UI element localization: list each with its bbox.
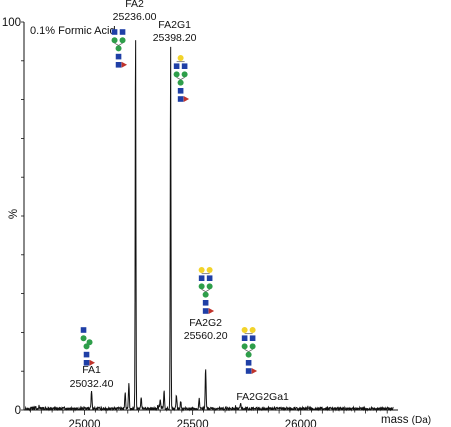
glycan-bond	[201, 289, 206, 292]
galactose-circle	[206, 267, 213, 273]
peak-label-name: FA2G2Ga1	[236, 391, 289, 403]
galactose-circle	[177, 55, 184, 61]
y-tick-label: 100	[2, 17, 21, 29]
mannose-circle	[241, 343, 248, 350]
mannose-circle	[173, 71, 180, 78]
mannose-circle	[119, 37, 126, 44]
glcnac-square	[241, 335, 248, 341]
glcnac-square	[111, 29, 118, 35]
glcnac-square	[181, 63, 188, 69]
galactose-circle	[249, 327, 256, 333]
glcnac-square	[119, 29, 126, 35]
x-tick-label: 25000	[69, 419, 101, 427]
x-axis-unit: (Da)	[412, 415, 431, 426]
mannose-circle	[206, 283, 213, 290]
y-tick-label: 0	[15, 405, 21, 417]
mannose-circle	[111, 37, 118, 44]
glycan-fa2g1	[173, 55, 190, 102]
glcnac-square	[245, 368, 252, 374]
glcnac-square	[249, 335, 256, 341]
galactose-circle	[198, 267, 205, 273]
fucose-triangle	[183, 96, 190, 102]
peak-label-name: FA2	[125, 0, 144, 10]
mannose-circle	[83, 343, 90, 350]
mannose-circle	[86, 339, 93, 346]
glcnac-square	[198, 275, 205, 281]
glycan-bond	[244, 349, 249, 352]
glycan-fa1	[80, 327, 96, 366]
glycan-fa2	[111, 29, 128, 68]
glycan-fa2g2	[241, 327, 258, 374]
fucose-triangle	[121, 61, 128, 68]
glcnac-square	[202, 300, 209, 306]
glycan-structures	[80, 29, 258, 374]
glcnac-square	[202, 308, 209, 314]
peak-label-name: FA2G2	[189, 317, 222, 329]
mannose-circle	[80, 335, 87, 342]
glycan-bond	[118, 42, 123, 46]
glycan-bond	[205, 289, 210, 292]
mannose-circle	[181, 71, 188, 78]
glycan-bond	[248, 349, 253, 352]
glycan-bond	[180, 77, 185, 80]
peak-label-mass: 25032.40	[70, 378, 114, 390]
peak-label-mass: 25398.20	[153, 32, 197, 44]
axes: 25000 25500 26000 0 100% mass (Da)	[2, 17, 431, 427]
glcnac-square	[115, 62, 122, 68]
x-tick-label: 25500	[177, 419, 209, 427]
x-axis-title: mass (Da)	[381, 414, 431, 426]
spectrum-line	[24, 40, 394, 412]
x-tick-label: 26000	[285, 419, 317, 427]
glcnac-square	[177, 88, 184, 94]
glcnac-square	[83, 360, 90, 366]
glycan-bond	[176, 77, 181, 80]
glycan-bond	[114, 42, 119, 46]
peak-label-name: FA1	[82, 364, 101, 376]
glcnac-square	[245, 360, 252, 366]
fucose-triangle	[208, 308, 215, 314]
glycan-fa2g2	[198, 267, 215, 314]
mannose-circle	[245, 351, 252, 358]
mannose-circle	[198, 283, 205, 290]
mannose-circle	[249, 343, 256, 350]
glcnac-square	[115, 53, 122, 60]
glcnac-square	[177, 96, 184, 102]
glcnac-square	[206, 275, 213, 281]
glcnac-square	[173, 63, 180, 69]
spectrum-trace	[24, 40, 394, 412]
mannose-circle	[202, 291, 209, 298]
glcnac-square	[83, 351, 90, 358]
mannose-circle	[177, 79, 184, 86]
y-axis-title: %	[8, 209, 20, 219]
fucose-triangle	[251, 368, 258, 374]
galactose-circle	[241, 327, 248, 333]
condition-annotation: 0.1% Formic Acid	[30, 25, 116, 37]
peak-label-name: FA2G1	[158, 19, 191, 31]
peak-label-mass: 25236.00	[113, 11, 157, 23]
mannose-circle	[115, 45, 122, 52]
peak-label-mass: 25560.20	[184, 330, 228, 342]
glcnac-square	[80, 327, 87, 333]
fucose-triangle	[89, 359, 96, 366]
